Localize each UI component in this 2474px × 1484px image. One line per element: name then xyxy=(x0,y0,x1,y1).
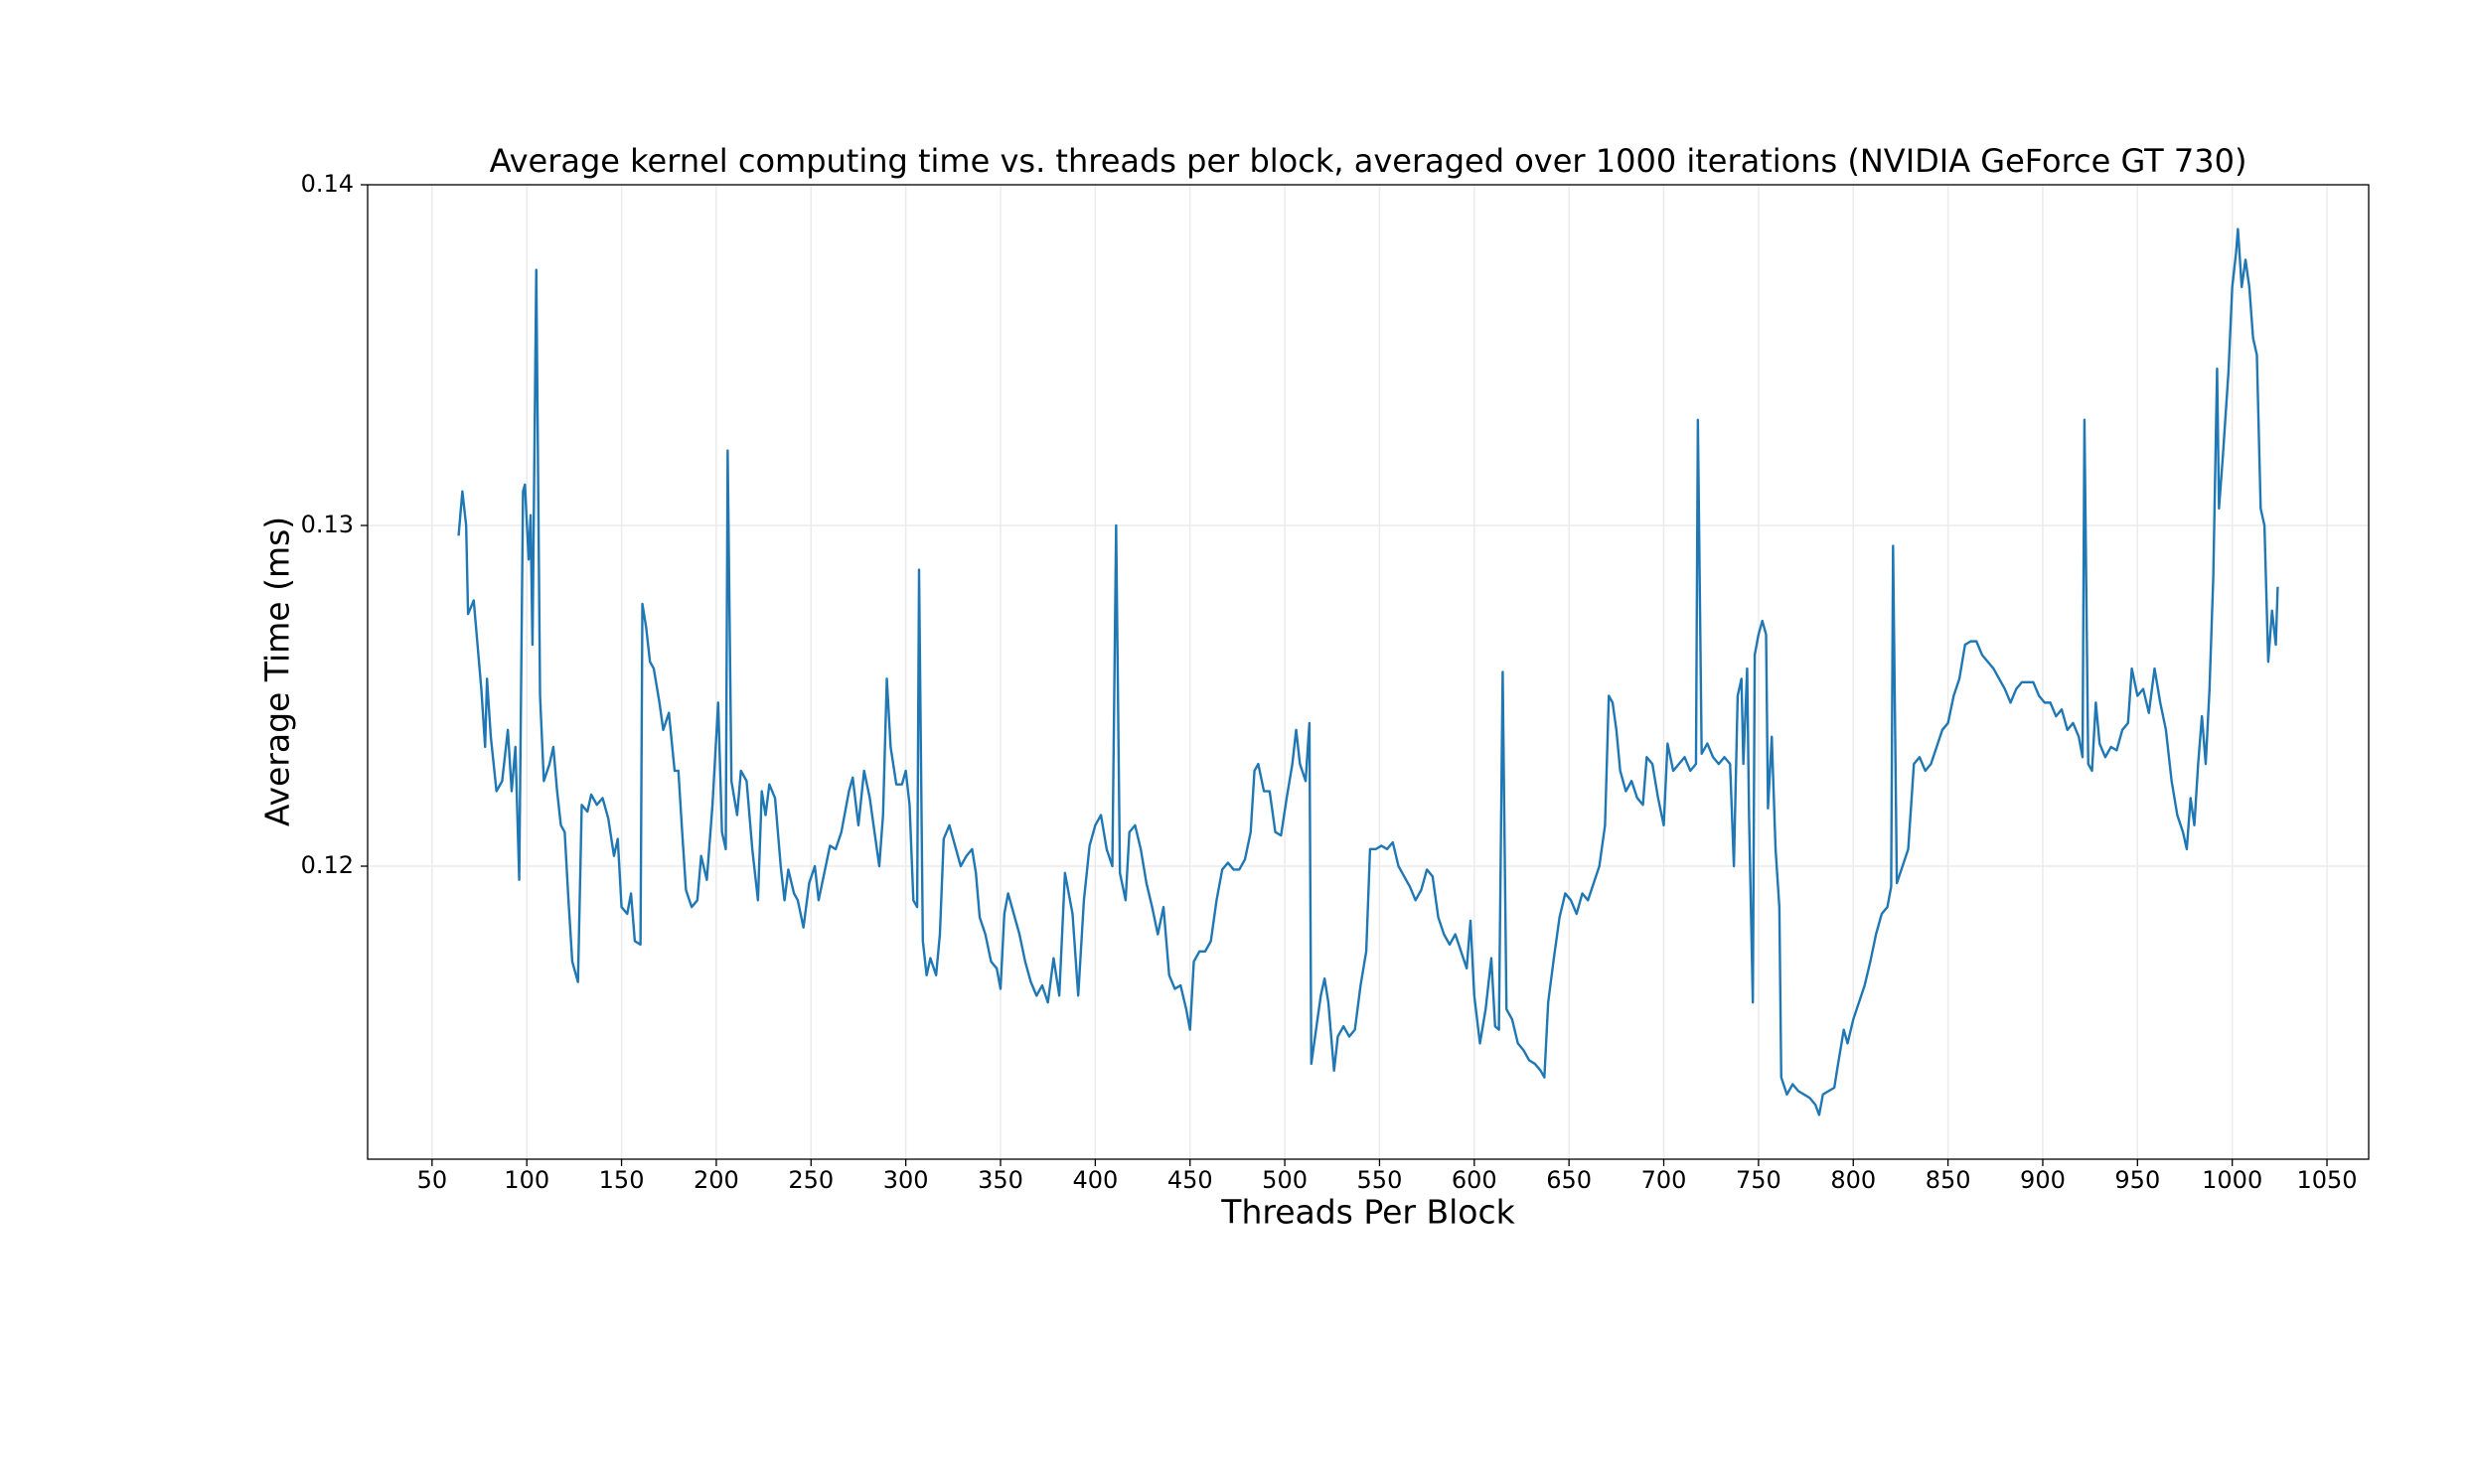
x-tick-label: 550 xyxy=(1357,1166,1403,1194)
x-tick-label: 850 xyxy=(1926,1166,1971,1194)
x-tick-label: 50 xyxy=(417,1166,448,1194)
y-tick-label: 0.13 xyxy=(301,511,354,538)
x-tick-label: 450 xyxy=(1167,1166,1213,1194)
x-axis-label: Threads Per Block xyxy=(1220,1193,1515,1232)
x-tick-label: 200 xyxy=(694,1166,739,1194)
y-axis-label: Average Time (ms) xyxy=(258,517,297,826)
x-tick-label: 350 xyxy=(978,1166,1023,1194)
x-tick-label: 900 xyxy=(2020,1166,2066,1194)
x-tick-label: 650 xyxy=(1546,1166,1592,1194)
x-tick-label: 150 xyxy=(599,1166,645,1194)
y-tick-label: 0.14 xyxy=(301,170,354,198)
x-tick-label: 600 xyxy=(1452,1166,1497,1194)
plot-frame xyxy=(367,184,2370,1160)
x-tick-label: 1000 xyxy=(2202,1166,2262,1194)
x-tick-label: 700 xyxy=(1641,1166,1687,1194)
x-tick-label: 1050 xyxy=(2297,1166,2358,1194)
x-tick-label: 300 xyxy=(883,1166,929,1194)
chart-title: Average kernel computing time vs. thread… xyxy=(490,142,2247,180)
x-tick-label: 800 xyxy=(1830,1166,1876,1194)
x-tick-label: 950 xyxy=(2114,1166,2160,1194)
y-tick-label: 0.12 xyxy=(301,851,354,879)
x-tick-label: 750 xyxy=(1736,1166,1781,1194)
x-tick-label: 400 xyxy=(1072,1166,1118,1194)
x-tick-label: 500 xyxy=(1262,1166,1308,1194)
data-line xyxy=(457,227,2279,1116)
x-tick-label: 250 xyxy=(788,1166,834,1194)
x-tick-label: 100 xyxy=(504,1166,549,1194)
